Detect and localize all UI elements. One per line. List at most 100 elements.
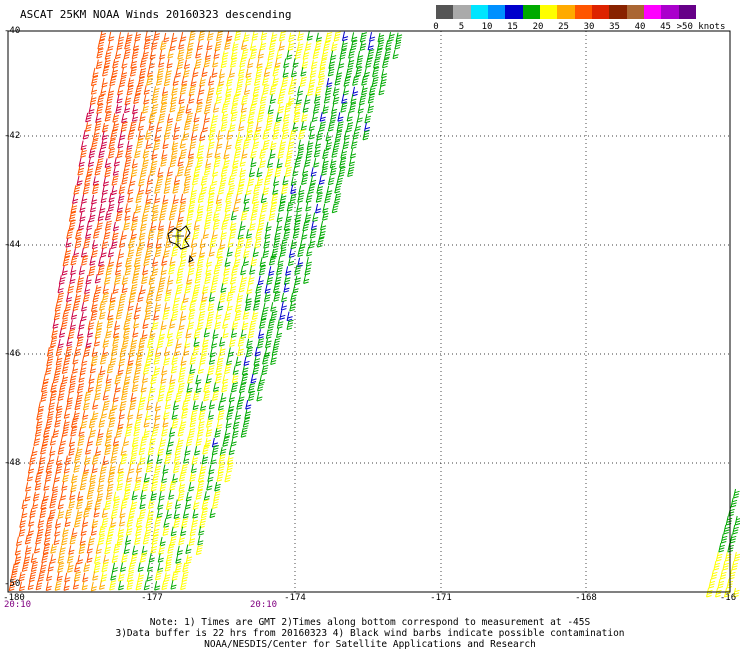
wind-barb [304, 265, 312, 276]
wind-barb [32, 491, 40, 502]
wind-barb [189, 193, 197, 203]
wind-barb [138, 445, 146, 456]
wind-barb [251, 95, 259, 106]
wind-barb [214, 41, 222, 52]
wind-barb [110, 346, 119, 357]
wind-barb [128, 562, 135, 573]
wind-barb [213, 157, 221, 168]
wind-barb [308, 129, 316, 140]
wind-barb [171, 418, 179, 429]
wind-barb [79, 211, 86, 222]
wind-barb [197, 427, 204, 437]
wind-barb [217, 410, 225, 421]
wind-barb [33, 436, 41, 447]
wind-barb [319, 112, 326, 122]
wind-barb [178, 94, 185, 105]
wind-barb [375, 48, 383, 59]
wind-barb [212, 103, 220, 113]
wind-barb [201, 122, 209, 133]
wind-barb [78, 427, 85, 437]
wind-barb [176, 166, 185, 177]
wind-barb [84, 174, 92, 186]
wind-barb [119, 400, 127, 412]
wind-barb [144, 31, 151, 41]
wind-barb [188, 481, 195, 492]
wind-barb [74, 453, 81, 464]
wind-barb [24, 534, 33, 545]
wind-barb [129, 66, 138, 77]
wind-barb [322, 158, 329, 169]
wind-barb [118, 238, 126, 248]
wind-barb [116, 40, 124, 50]
wind-barb [67, 328, 76, 340]
wind-barb [230, 328, 238, 338]
wind-barb [259, 257, 266, 267]
wind-barb [135, 580, 143, 591]
wind-barb [62, 309, 70, 320]
wind-barb [215, 373, 223, 384]
wind-barb [284, 166, 292, 178]
wind-barb [308, 183, 316, 194]
wind-barb [259, 40, 267, 51]
wind-barb [225, 418, 232, 429]
wind-barb [372, 66, 380, 78]
wind-barb [334, 193, 342, 204]
wind-barb [264, 175, 272, 186]
wind-barb [171, 140, 179, 151]
wind-barb [277, 256, 284, 266]
wind-barb [127, 410, 134, 420]
wind-barb [145, 194, 152, 204]
wind-barb [56, 292, 64, 303]
wind-barb [200, 184, 207, 195]
wind-barb [97, 428, 104, 439]
wind-barb [173, 509, 180, 519]
wind-barb [63, 419, 70, 430]
wind-barb [135, 517, 143, 528]
longitude-label: -168 [575, 593, 597, 603]
wind-barb [101, 77, 108, 88]
wind-barb [176, 437, 184, 448]
wind-barb [131, 48, 139, 60]
wind-barb [147, 445, 155, 456]
wind-barb [123, 319, 131, 330]
wind-barb [119, 293, 127, 304]
wind-barb [297, 246, 305, 257]
wind-barb [141, 212, 149, 223]
wind-barb [104, 544, 111, 555]
wind-barb [68, 219, 76, 230]
wind-barb [238, 391, 245, 402]
wind-barb [226, 77, 233, 87]
wind-barb [208, 130, 216, 141]
wind-barb [313, 103, 321, 114]
wind-barb [310, 175, 317, 185]
wind-barb [314, 139, 322, 149]
wind-barb [89, 363, 97, 374]
wind-barb [135, 247, 143, 257]
wind-barb [21, 561, 29, 572]
wind-barb [202, 444, 210, 455]
wind-barb [50, 382, 57, 393]
wind-barb [168, 264, 176, 275]
wind-barb [70, 310, 78, 320]
wind-barb [119, 130, 126, 141]
wind-barb [180, 247, 188, 259]
wind-barb [124, 481, 132, 492]
wind-barb [98, 418, 106, 428]
wind-barb [53, 310, 61, 321]
wind-barb [346, 122, 354, 133]
wind-barb [261, 364, 269, 376]
wind-barb [134, 418, 142, 430]
latitude-label: -50 [4, 579, 21, 589]
wind-barb [153, 31, 160, 41]
wind-barb [98, 526, 106, 536]
wind-barb [84, 391, 92, 402]
wind-barb [272, 185, 279, 196]
wind-barb [163, 356, 170, 366]
wind-barb [212, 329, 219, 340]
wind-barb [203, 104, 212, 115]
wind-barb [346, 112, 353, 122]
wind-barb [61, 427, 69, 437]
wind-barb [95, 382, 102, 392]
wind-barb [175, 554, 182, 564]
wind-barb [125, 257, 133, 268]
